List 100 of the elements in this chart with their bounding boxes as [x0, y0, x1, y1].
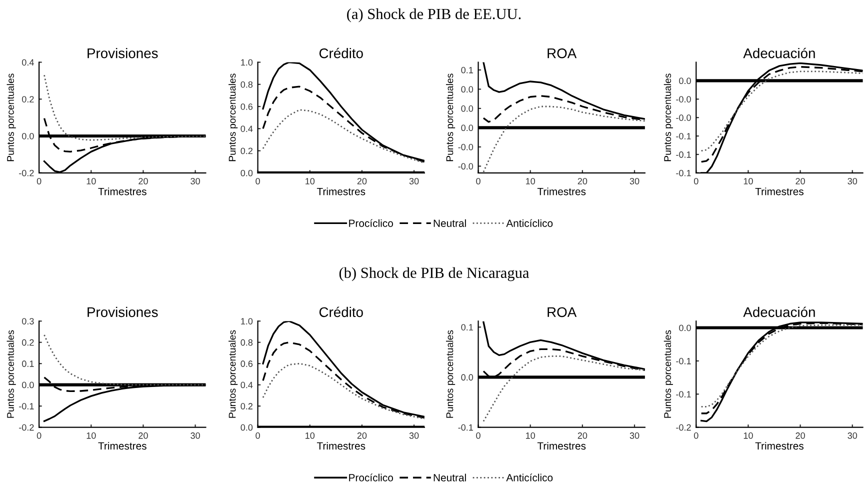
line-series — [262, 362, 424, 420]
x-tick-label: 30 — [848, 178, 858, 184]
x-tick-label: 10 — [744, 178, 753, 184]
y-tick-label: 0.0 — [240, 170, 253, 176]
x-tick-label: 10 — [306, 432, 315, 439]
x-tick-label: 10 — [86, 432, 96, 439]
y-tick-label: -0.2 — [19, 170, 34, 176]
y-tick-label: 0.2 — [240, 148, 252, 154]
x-tick-label: 30 — [630, 432, 640, 439]
legend-label: Anticíclico — [506, 219, 553, 227]
y-tick-label: 0.4 — [240, 126, 253, 132]
y-tick-label: -0.1 — [19, 403, 34, 410]
legend-label: Procíclico — [349, 474, 393, 482]
y-tick-label: 0.0 — [679, 78, 691, 84]
y-tick-label: 0.0 — [22, 382, 34, 388]
y-axis-title: Puntos porcentuales — [664, 74, 673, 162]
x-tick-label: 30 — [190, 178, 200, 184]
x-tick-label: 10 — [306, 178, 315, 184]
y-tick-label: 0.0 — [461, 105, 474, 112]
chart-title: ROA — [548, 48, 577, 58]
x-axis-title: Trimestres — [316, 188, 366, 196]
x-tick-label: 10 — [526, 178, 536, 184]
y-tick-label: 0.0 — [461, 86, 474, 93]
y-tick-label: 0.3 — [22, 318, 34, 324]
y-tick-label: 0.0 — [461, 124, 474, 132]
line-series — [44, 74, 206, 141]
legend-label: Neutral — [434, 474, 466, 482]
y-tick-label: -0.0 — [458, 144, 474, 150]
x-tick-label: 30 — [409, 178, 419, 184]
text: (b) Shock de PIB de Nicaragua — [339, 267, 530, 282]
y-tick-label: 0.0 — [679, 324, 691, 332]
line-series — [700, 70, 863, 152]
y-tick-label: 0.2 — [240, 403, 252, 410]
y-tick-label: 0.6 — [240, 103, 253, 110]
y-axis-title: Puntos porcentuales — [6, 74, 16, 162]
x-tick-label: 0 — [694, 432, 698, 439]
x-tick-label: 20 — [578, 178, 588, 184]
y-tick-label: -0.1 — [676, 151, 691, 158]
x-tick-label: 0 — [36, 178, 42, 184]
y-axis-title: Puntos porcentuales — [664, 330, 673, 418]
y-tick-label: 0.0 — [240, 424, 253, 431]
y-axis-title: Puntos porcentuales — [228, 74, 238, 162]
x-tick-label: 30 — [630, 178, 640, 184]
x-tick-label: 0 — [694, 178, 698, 184]
y-tick-label: 0.8 — [240, 81, 253, 88]
y-tick-label: 1.0 — [241, 59, 253, 66]
line-series — [482, 355, 645, 422]
x-tick-label: 0 — [476, 432, 480, 439]
chart-title: Crédito — [319, 48, 363, 58]
y-axis-title: Puntos porcentuales — [6, 330, 16, 418]
chart-title: Crédito — [319, 306, 363, 318]
y-axis-title: Puntos porcentuales — [228, 330, 238, 418]
y-tick-label: 0.0 — [22, 132, 34, 140]
x-tick-label: 20 — [138, 178, 148, 184]
x-axis-title: Trimestres — [755, 188, 804, 196]
x-axis-title: Trimestres — [537, 188, 586, 196]
chart-title: Adecuación — [743, 48, 815, 58]
y-tick-label: -0.0 — [458, 163, 474, 170]
x-axis-title: Trimestres — [316, 442, 366, 450]
x-axis-title: Trimestres — [755, 442, 804, 450]
x-tick-label: 30 — [190, 432, 200, 439]
x-tick-label: 10 — [86, 178, 96, 184]
x-tick-label: 10 — [744, 432, 753, 439]
legend-label: Procíclico — [349, 219, 393, 227]
y-tick-label: -0.1 — [676, 391, 691, 398]
y-tick-label: 0.8 — [240, 339, 253, 346]
y-tick-label: 0.1 — [461, 66, 473, 74]
y-tick-label: -0.2 — [676, 424, 691, 431]
x-tick-label: 20 — [357, 178, 367, 184]
chart-title: Adecuación — [743, 306, 815, 318]
x-tick-label: 20 — [578, 432, 588, 439]
y-tick-label: 0.6 — [240, 360, 253, 367]
y-axis-title: Puntos porcentuales — [446, 330, 456, 418]
y-tick-label: 0.0 — [461, 374, 474, 381]
y-tick-label: 0.2 — [22, 96, 34, 102]
legend-label: Neutral — [434, 219, 466, 227]
x-axis-title: Trimestres — [537, 442, 586, 450]
y-tick-label: -0.0 — [676, 114, 691, 121]
chart-title: ROA — [548, 307, 577, 318]
x-tick-label: 0 — [36, 432, 42, 439]
x-tick-label: 20 — [357, 432, 367, 439]
x-tick-label: 20 — [796, 432, 805, 439]
x-tick-label: 0 — [256, 178, 260, 184]
x-axis-title: Trimestres — [98, 188, 146, 196]
y-tick-label: 0.1 — [22, 360, 34, 367]
y-axis-title: Puntos porcentuales — [446, 74, 456, 162]
x-tick-label: 0 — [256, 432, 260, 439]
text: (a) Shock de PIB de EE.UU. — [347, 8, 521, 22]
line-series — [262, 109, 424, 164]
x-tick-label: 30 — [848, 432, 858, 439]
line-series — [482, 106, 645, 173]
x-tick-label: 10 — [526, 432, 536, 439]
y-tick-label: -0.1 — [676, 132, 691, 140]
legend-label: Anticíclico — [506, 474, 553, 482]
x-tick-label: 30 — [409, 432, 419, 439]
line-series — [44, 334, 206, 386]
y-tick-label: -0.1 — [458, 424, 473, 431]
y-tick-label: -0.1 — [676, 170, 691, 176]
chart-title: Provisiones — [88, 48, 158, 58]
x-axis-title: Trimestres — [98, 442, 146, 450]
